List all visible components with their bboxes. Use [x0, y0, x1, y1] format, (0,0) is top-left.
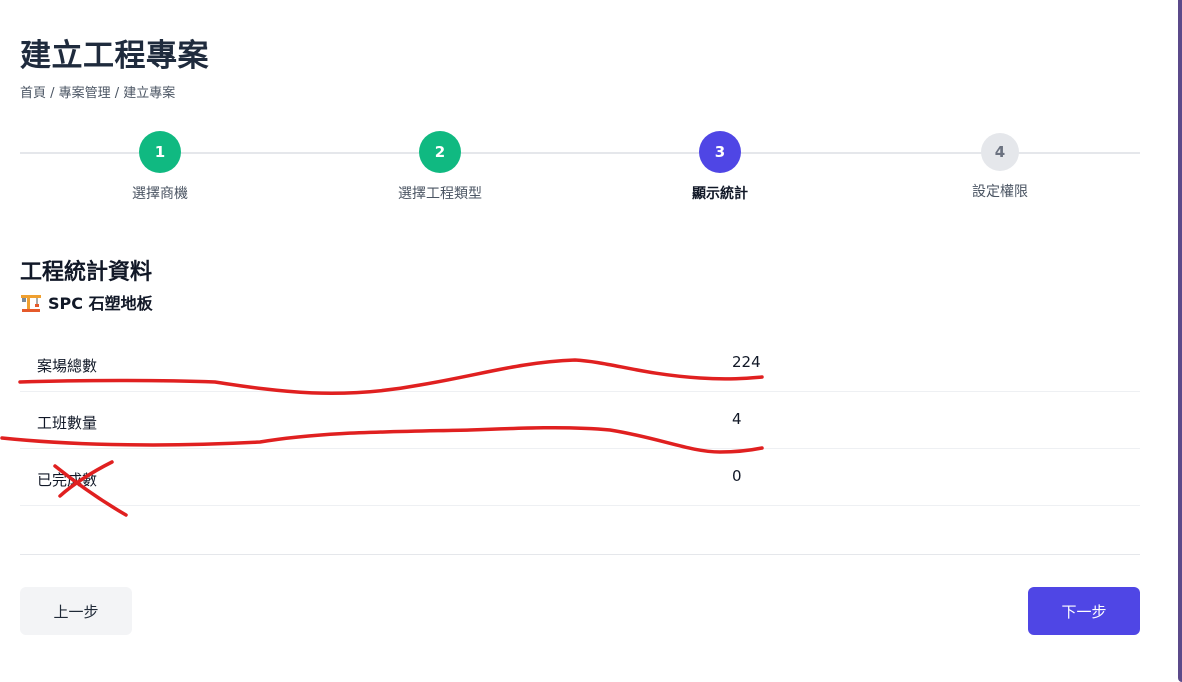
stat-row: 工班數量 4: [20, 392, 1140, 449]
stat-value: 224: [732, 353, 761, 371]
step-3[interactable]: 3 顯示統計: [620, 131, 820, 203]
step-2-circle: 2: [419, 131, 461, 173]
stat-row: 案場總數 224: [20, 335, 1140, 392]
stat-label: 已完成數: [37, 471, 98, 489]
stat-value: 4: [732, 410, 742, 428]
page-title: 建立工程專案: [20, 38, 209, 74]
step-1-label: 選擇商機: [132, 186, 188, 202]
window-frame-edge: [1178, 0, 1182, 682]
stat-row: 已完成數 0: [20, 449, 1140, 506]
next-step-button[interactable]: 下一步: [1028, 587, 1140, 635]
stat-label: 工班數量: [37, 414, 98, 432]
step-2[interactable]: 2 選擇工程類型: [340, 131, 540, 203]
prev-step-button[interactable]: 上一步: [20, 587, 132, 635]
step-4-label: 設定權限: [972, 184, 1028, 200]
step-3-label: 顯示統計: [692, 186, 748, 202]
step-4-circle: 4: [981, 133, 1019, 171]
stat-value: 0: [732, 467, 742, 485]
section-subtitle: SPC 石塑地板: [48, 294, 153, 313]
stepper-track: [20, 152, 1140, 154]
step-1-circle: 1: [139, 131, 181, 173]
section-title: 工程統計資料: [20, 260, 153, 285]
step-2-label: 選擇工程類型: [398, 186, 482, 202]
section-subtitle-row: SPC 石塑地板: [20, 290, 153, 314]
construction-crane-icon: [21, 295, 41, 312]
step-1[interactable]: 1 選擇商機: [60, 131, 260, 203]
stats-table: 案場總數 224 工班數量 4 已完成數 0: [20, 335, 1140, 506]
step-4[interactable]: 4 設定權限: [900, 131, 1100, 201]
footer-divider: [20, 554, 1140, 555]
step-3-circle: 3: [699, 131, 741, 173]
breadcrumb[interactable]: 首頁 / 專案管理 / 建立專案: [20, 86, 176, 101]
stat-label: 案場總數: [37, 357, 98, 375]
